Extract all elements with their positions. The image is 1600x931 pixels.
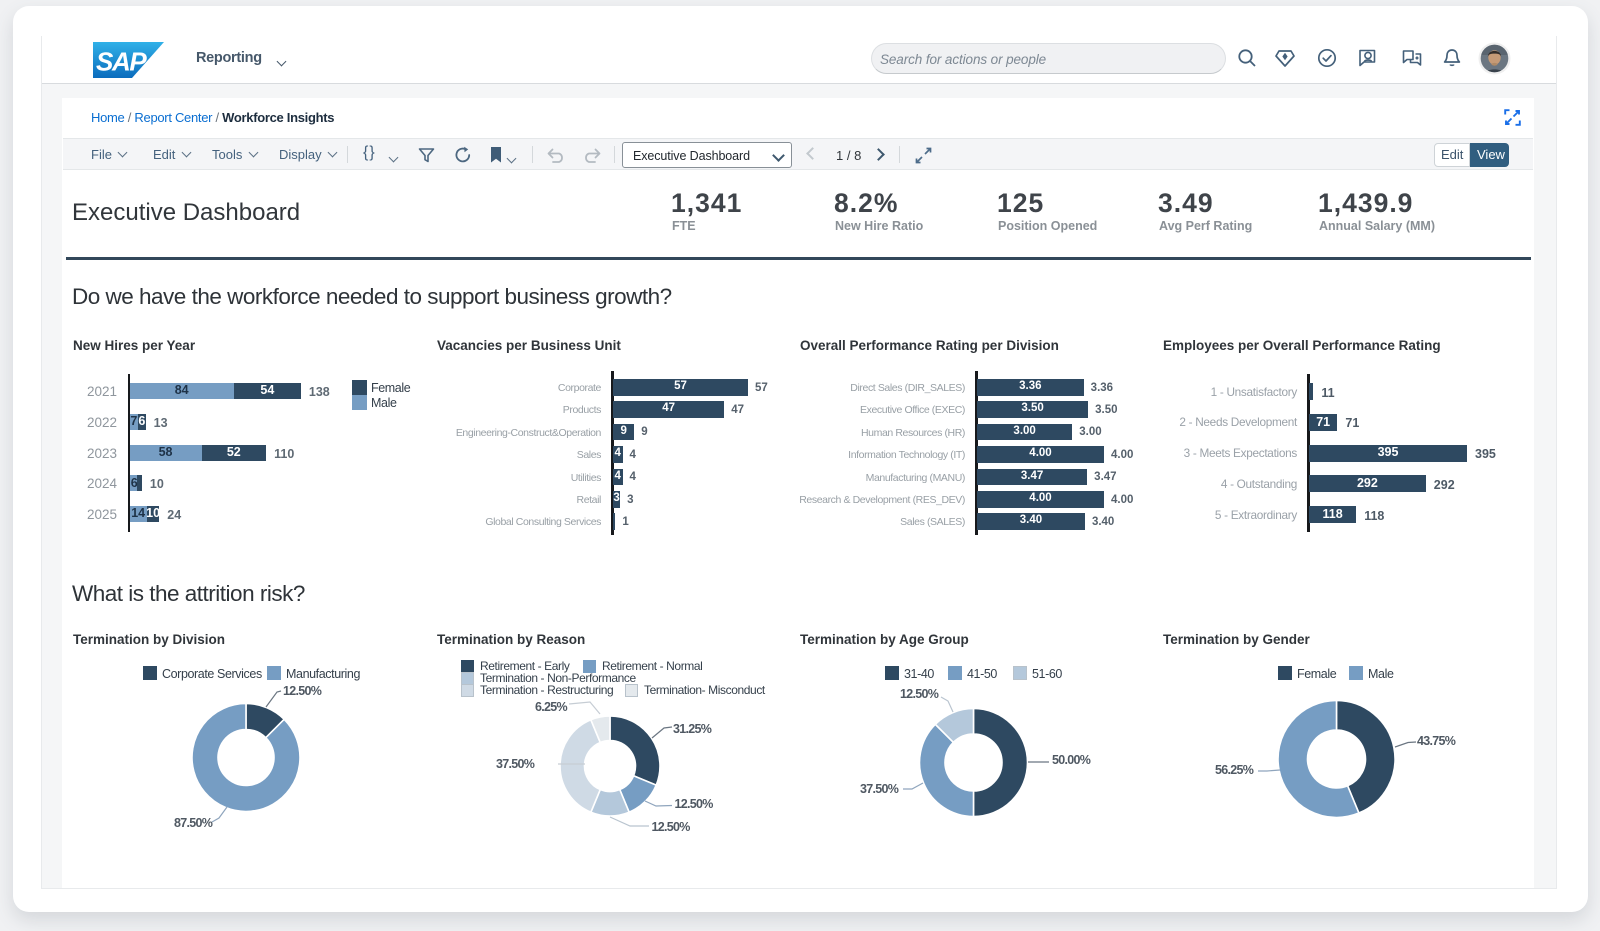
svg-text:SAP: SAP (96, 47, 147, 77)
